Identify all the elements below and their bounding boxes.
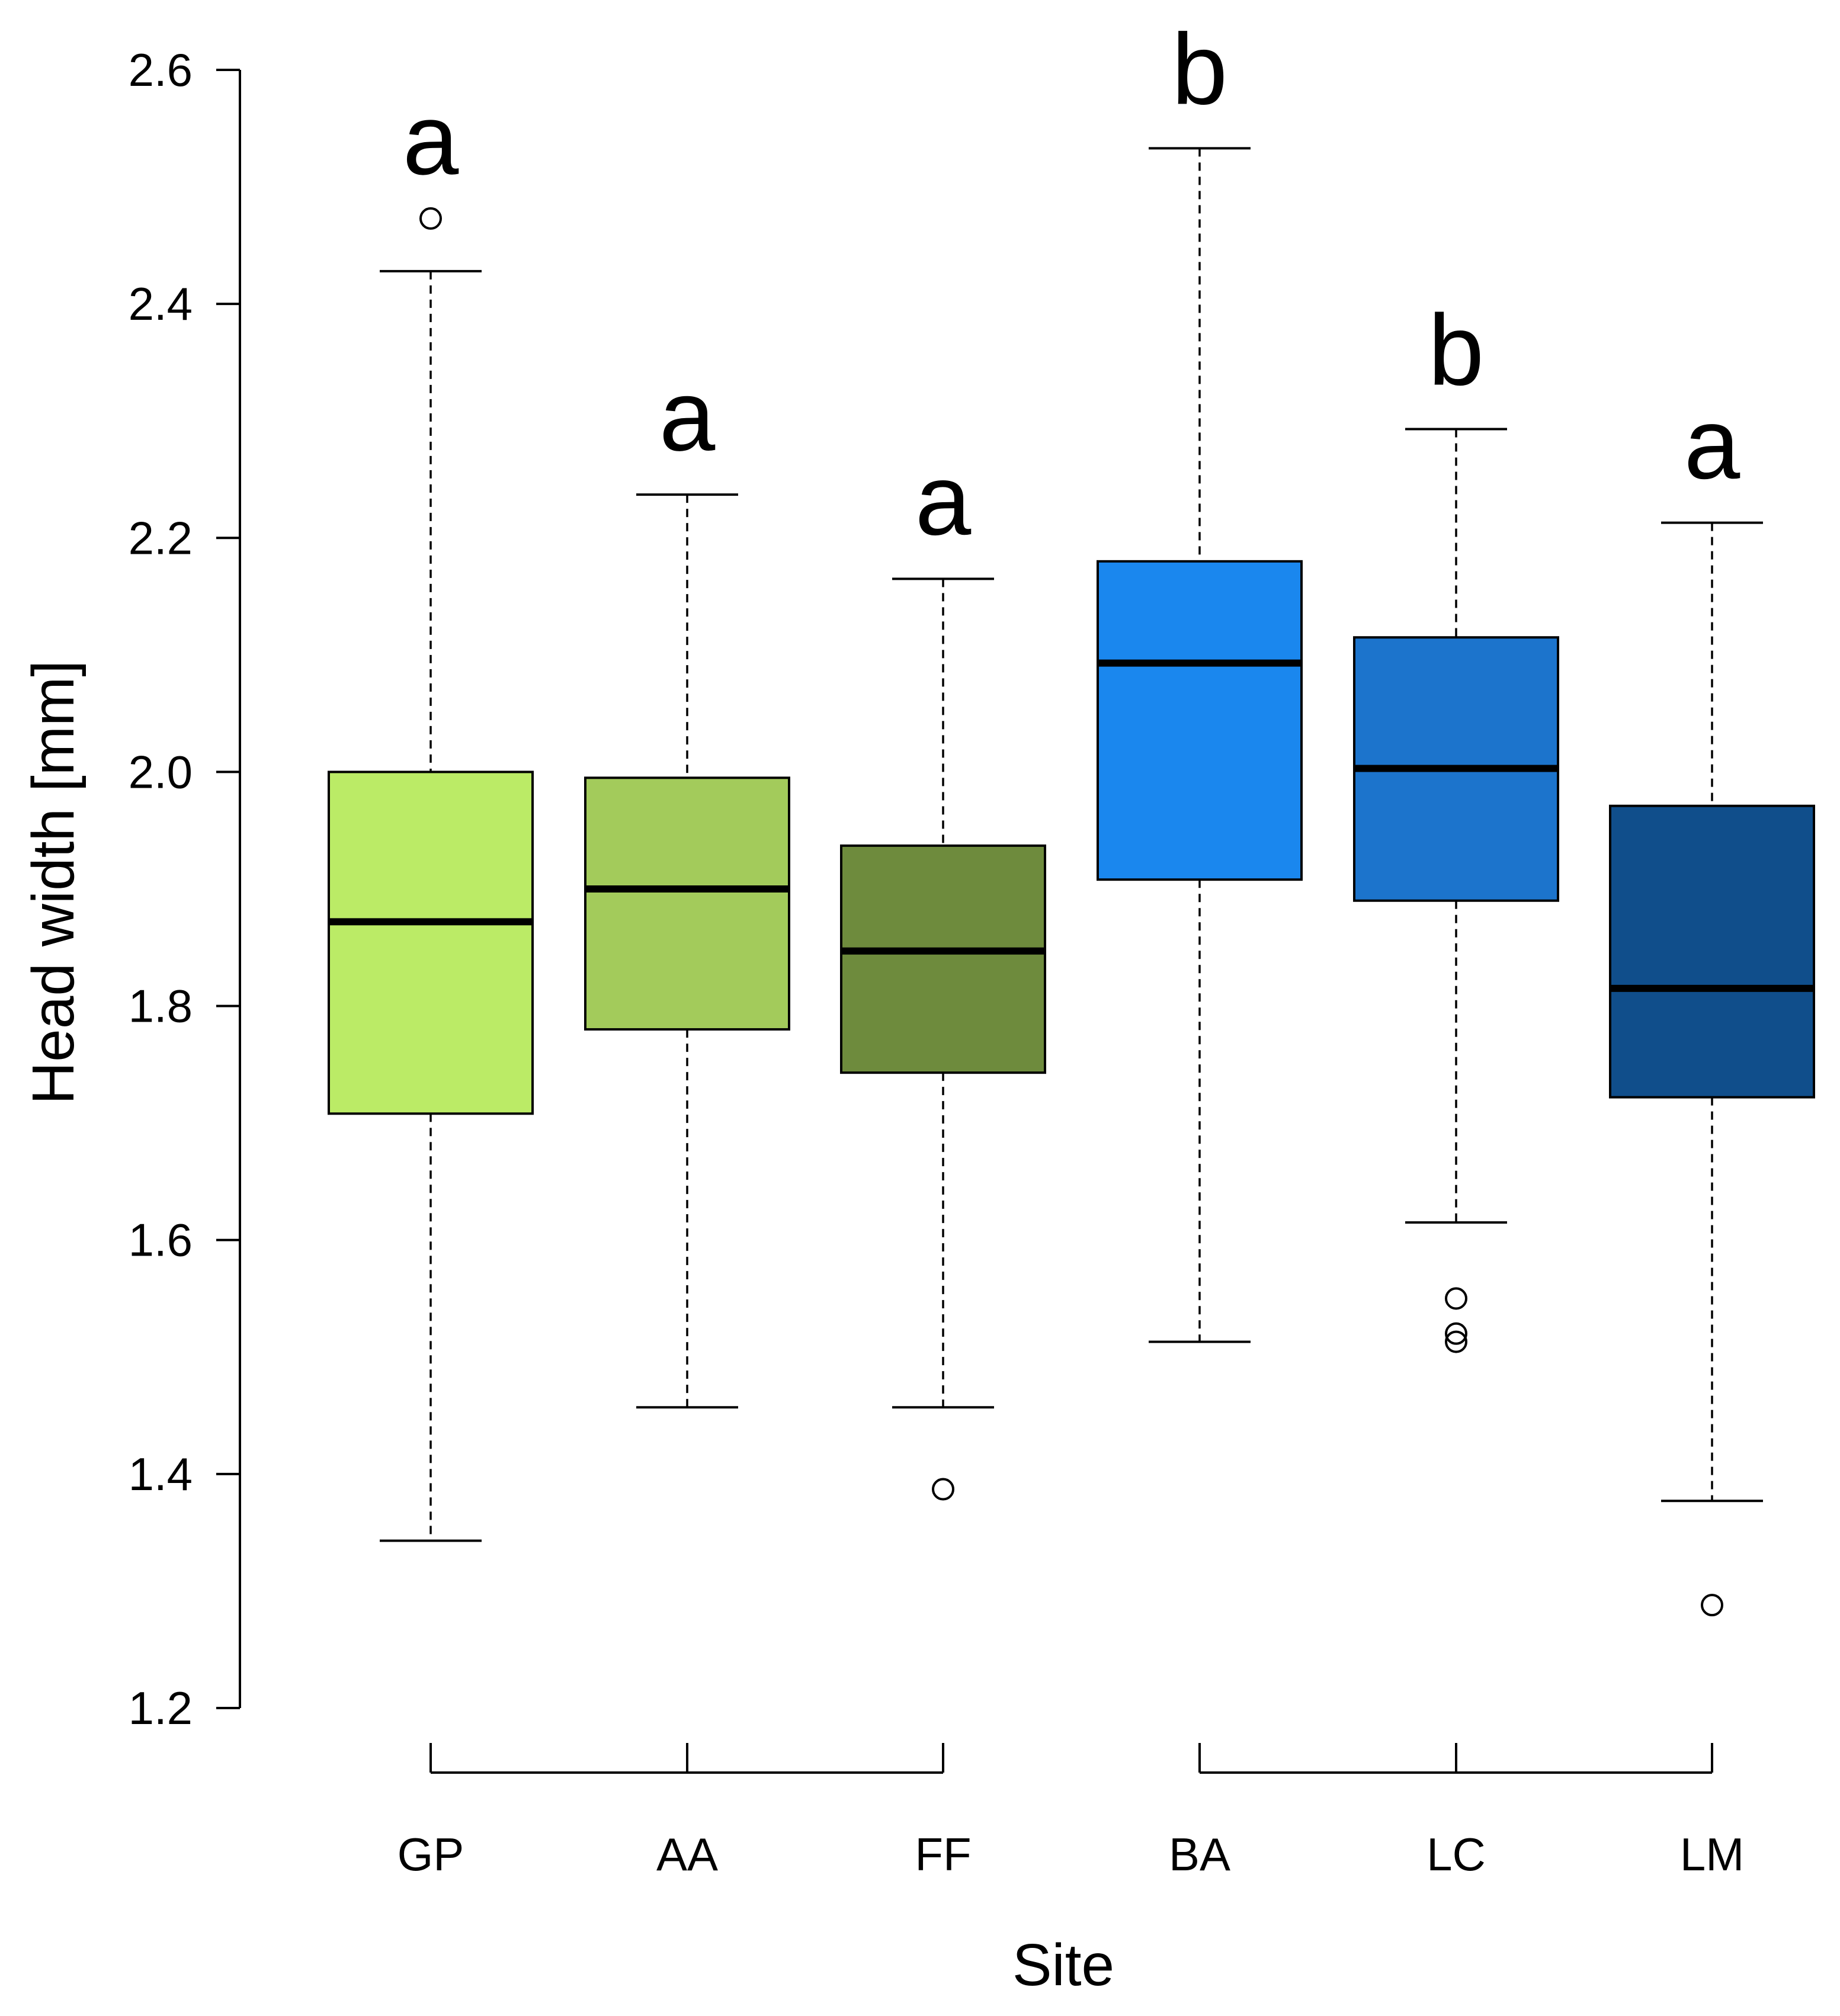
significance-letter: a — [1684, 388, 1740, 500]
y-tick-label: 1.6 — [129, 1214, 193, 1266]
outlier-point — [419, 207, 442, 230]
y-tick-label: 2.6 — [129, 44, 193, 96]
box-iqr — [840, 844, 1046, 1074]
box-group: a — [1609, 388, 1815, 1617]
outlier-point — [932, 1478, 954, 1501]
outlier-point — [1445, 1287, 1467, 1310]
x-tick-label: LC — [1427, 1828, 1486, 1880]
y-tick-label: 2.0 — [129, 746, 193, 798]
box-iqr — [1097, 560, 1303, 881]
y-tick-label: 1.2 — [129, 1682, 193, 1734]
y-axis: 1.2 1.4 1.6 1.8 2.0 2.2 2.4 2.6 — [129, 44, 241, 1734]
box-group: b — [1097, 13, 1303, 1343]
x-tick-label: LM — [1680, 1828, 1744, 1880]
x-tick-label: AA — [656, 1828, 718, 1880]
box-group: a — [328, 84, 534, 1542]
outlier-point — [1445, 1330, 1467, 1353]
box-iqr — [328, 771, 534, 1115]
box-group: a — [840, 444, 1046, 1501]
y-tick-label: 2.2 — [129, 512, 193, 564]
x-axis: GP AA FF BA LC LM — [398, 1743, 1744, 1880]
x-tick-label: GP — [398, 1828, 464, 1880]
box-group: a — [584, 359, 790, 1409]
y-tick-label: 1.8 — [129, 980, 193, 1032]
x-tick-label: BA — [1169, 1828, 1230, 1880]
box-iqr — [1609, 804, 1815, 1099]
significance-letter: b — [1428, 294, 1485, 407]
significance-letter: a — [403, 84, 459, 196]
x-tick-label: FF — [915, 1828, 971, 1880]
significance-letter: a — [659, 359, 716, 472]
y-axis-title: Head width [mm] — [20, 660, 86, 1105]
outlier-point — [1445, 1322, 1467, 1345]
box-group: b — [1353, 294, 1559, 1353]
outlier-point — [1701, 1594, 1723, 1617]
significance-letter: a — [915, 444, 972, 556]
significance-letter: b — [1172, 13, 1228, 126]
x-axis-title: Site — [1012, 1932, 1114, 1998]
y-tick-label: 2.4 — [129, 278, 193, 330]
boxes-layer: a a a b b a — [328, 13, 1815, 1617]
box-iqr — [584, 776, 790, 1031]
y-tick-label: 1.4 — [129, 1448, 193, 1500]
